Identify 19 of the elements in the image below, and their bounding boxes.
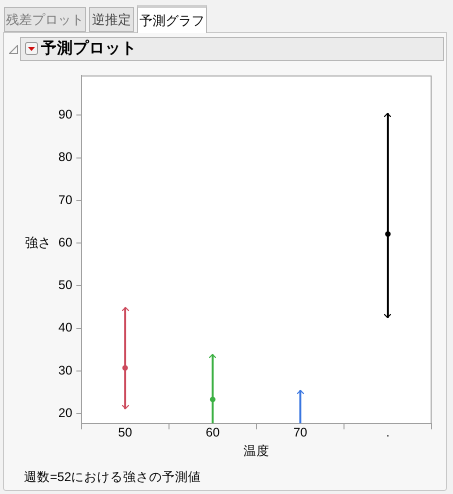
y-tick-label: 30 [58,363,72,378]
text: 週数=52における強さの予測値 [24,469,202,486]
x-tick-label: 70 [293,425,308,440]
x-axis-title: 温度 [244,442,270,458]
text: 予測グラフ [140,12,204,30]
y-tick-label: 40 [58,320,72,335]
x-tick-label: 50 [118,425,132,440]
x-tick-label: 60 [206,425,220,440]
y-tick-label: 50 [58,278,72,292]
y-tick-label: 90 [58,108,72,122]
chart-title: 予測プロット [41,40,137,58]
y-axis-title: 強さ [25,234,51,252]
x-tick-label: . [386,425,390,440]
y-tick-label: 70 [58,192,72,207]
text: 逆推定 [92,10,131,28]
text: 残差プロット [6,10,84,28]
y-tick-label: 80 [58,150,72,164]
y-tick-label: 60 [58,235,72,250]
y-tick-label: 20 [58,406,72,420]
